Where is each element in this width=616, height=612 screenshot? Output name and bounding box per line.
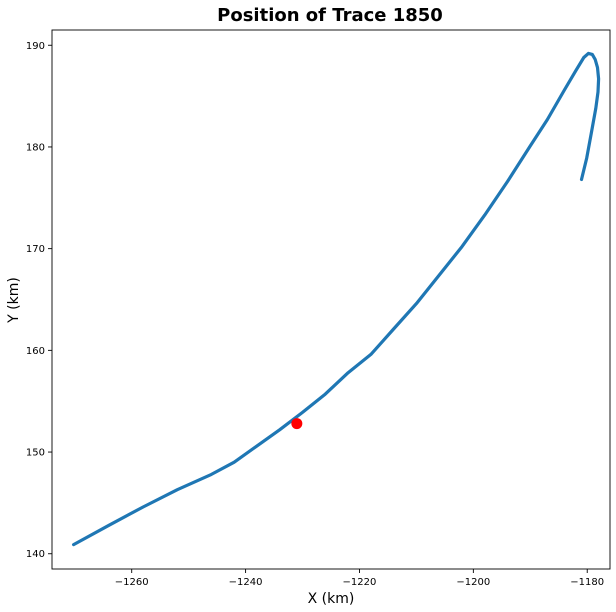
current-position-marker [291, 418, 303, 430]
y-tick-label-3: 170 [26, 244, 45, 255]
x-tick-label-1: −1240 [229, 577, 263, 588]
y-tick-label-4: 180 [26, 142, 45, 153]
plot-frame [51, 29, 611, 570]
y-tick-label-0: 140 [26, 549, 45, 560]
trace-line-0 [71, 51, 601, 547]
y-tick-label-1: 150 [26, 448, 45, 459]
plot-layer [71, 51, 601, 547]
x-tick-label-2: −1220 [343, 577, 377, 588]
x-axis-label: X (km) [308, 591, 355, 607]
y-axis-label: Y (km) [6, 277, 22, 324]
x-tick-label-3: −1200 [456, 577, 490, 588]
x-tick-label-4: −1180 [570, 577, 604, 588]
chart-title: Position of Trace 1850 [217, 5, 443, 26]
ticks-layer: −1260 −1240 −1220 −1200 −1180 140 150 160 170 180… [26, 41, 604, 588]
y-tick-label-5: 190 [26, 41, 45, 52]
x-tick-label-0: −1260 [115, 577, 149, 588]
y-tick-label-2: 160 [26, 346, 45, 357]
